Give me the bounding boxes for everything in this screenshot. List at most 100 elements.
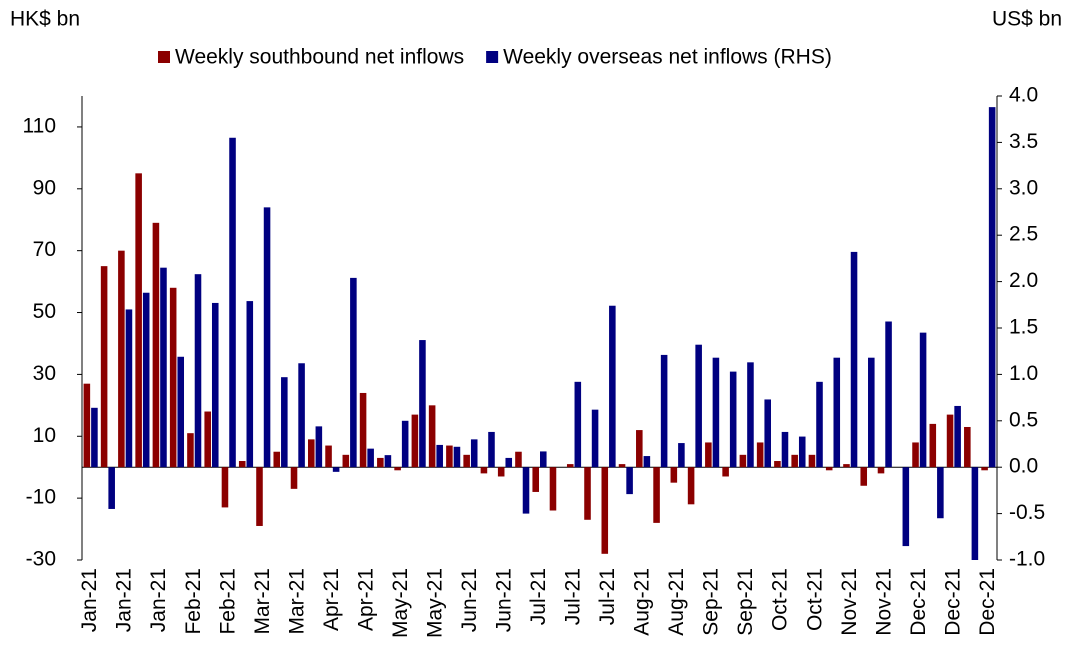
x-tick-label: Jan-21 [78, 568, 101, 632]
y2-tick-label: -1.0 [1009, 548, 1045, 571]
bar [204, 411, 211, 468]
x-tick-label: Oct-21 [803, 568, 826, 631]
x-tick-label: Mar-21 [251, 568, 274, 635]
y-tick-label: 90 [33, 176, 56, 199]
x-tick-label: Nov-21 [838, 568, 861, 636]
bar [135, 173, 142, 468]
bar [591, 409, 599, 468]
bar [988, 107, 996, 468]
bar [263, 207, 271, 468]
y2-tick-label: 2.0 [1009, 269, 1038, 292]
bar [929, 423, 937, 468]
bar [808, 454, 816, 468]
bar [152, 222, 160, 468]
bar [177, 356, 185, 468]
bar [411, 414, 419, 468]
x-tick-label: Apr-21 [320, 568, 343, 631]
bar [764, 399, 771, 468]
x-tick-label: Dec-21 [976, 568, 999, 636]
bar [384, 455, 392, 468]
bar [774, 461, 781, 468]
bar [332, 467, 340, 472]
bar [401, 420, 409, 468]
x-tick-label: Sep-21 [734, 568, 757, 636]
x-tick-label: Apr-21 [354, 568, 377, 631]
bar [971, 467, 979, 560]
bar [488, 431, 495, 468]
bar [816, 381, 823, 468]
bar [532, 467, 539, 492]
x-tick-label: Oct-21 [769, 568, 792, 631]
y-tick-label: 70 [33, 238, 56, 261]
bar [187, 433, 194, 468]
bar [238, 461, 246, 468]
bar [290, 467, 298, 489]
bar [618, 464, 626, 468]
bar [394, 467, 401, 471]
bar [436, 444, 443, 468]
y2-tick-label: 3.5 [1009, 130, 1038, 153]
y2-tick-label: 3.0 [1009, 176, 1038, 199]
y-tick-label: 10 [33, 424, 56, 447]
bar [678, 443, 685, 468]
bar [954, 405, 961, 468]
bar [660, 354, 668, 468]
x-tick-label: Aug-21 [631, 568, 654, 636]
bar [791, 454, 798, 468]
bar [273, 451, 281, 468]
bar [729, 371, 737, 468]
bar [566, 464, 574, 468]
y2-tick-label: 2.5 [1009, 223, 1038, 246]
legend-swatch [158, 51, 170, 63]
bar [446, 445, 453, 468]
bar [687, 467, 695, 505]
x-tick-label: Mar-21 [285, 568, 308, 635]
bar [522, 467, 530, 514]
legend-swatch [486, 51, 499, 63]
bar [643, 456, 651, 468]
bar [981, 467, 988, 471]
bar [540, 451, 547, 468]
bar [781, 431, 789, 468]
bar [798, 436, 806, 468]
x-tick-label: Aug-21 [665, 568, 688, 636]
bar [601, 467, 609, 554]
bar [229, 137, 236, 468]
x-tick-label: Jan-21 [147, 568, 170, 632]
bar [194, 274, 202, 468]
y2-tick-label: 0.0 [1009, 455, 1038, 478]
bar [877, 467, 885, 474]
bar [860, 467, 868, 486]
x-tick-label: Jul-21 [562, 568, 585, 625]
y-tick-label: 110 [23, 114, 56, 137]
y2-tick-label: 1.0 [1009, 362, 1038, 385]
bar [670, 467, 678, 483]
bar [653, 467, 660, 523]
bar [609, 305, 616, 468]
bar [281, 377, 288, 468]
bar [100, 266, 108, 468]
x-tick-label: Jun-21 [458, 568, 481, 632]
bar [125, 309, 133, 468]
x-tick-label: May-21 [423, 568, 446, 638]
bar [91, 407, 98, 468]
bar [169, 287, 177, 468]
bar [118, 250, 125, 468]
x-tick-label: Jan-21 [113, 568, 136, 632]
bar [515, 451, 522, 468]
bar [367, 448, 374, 468]
bar [843, 464, 850, 468]
bar [584, 467, 591, 520]
bar [221, 467, 229, 508]
bar [463, 454, 470, 468]
y-tick-label: -10 [26, 486, 56, 509]
bar [246, 301, 254, 468]
bar [359, 392, 367, 468]
bar [722, 467, 729, 477]
y2-axis-unit: US$ bn [992, 8, 1062, 31]
bar [885, 321, 892, 468]
bar [747, 362, 754, 468]
bar [912, 442, 919, 468]
bar [108, 467, 115, 509]
